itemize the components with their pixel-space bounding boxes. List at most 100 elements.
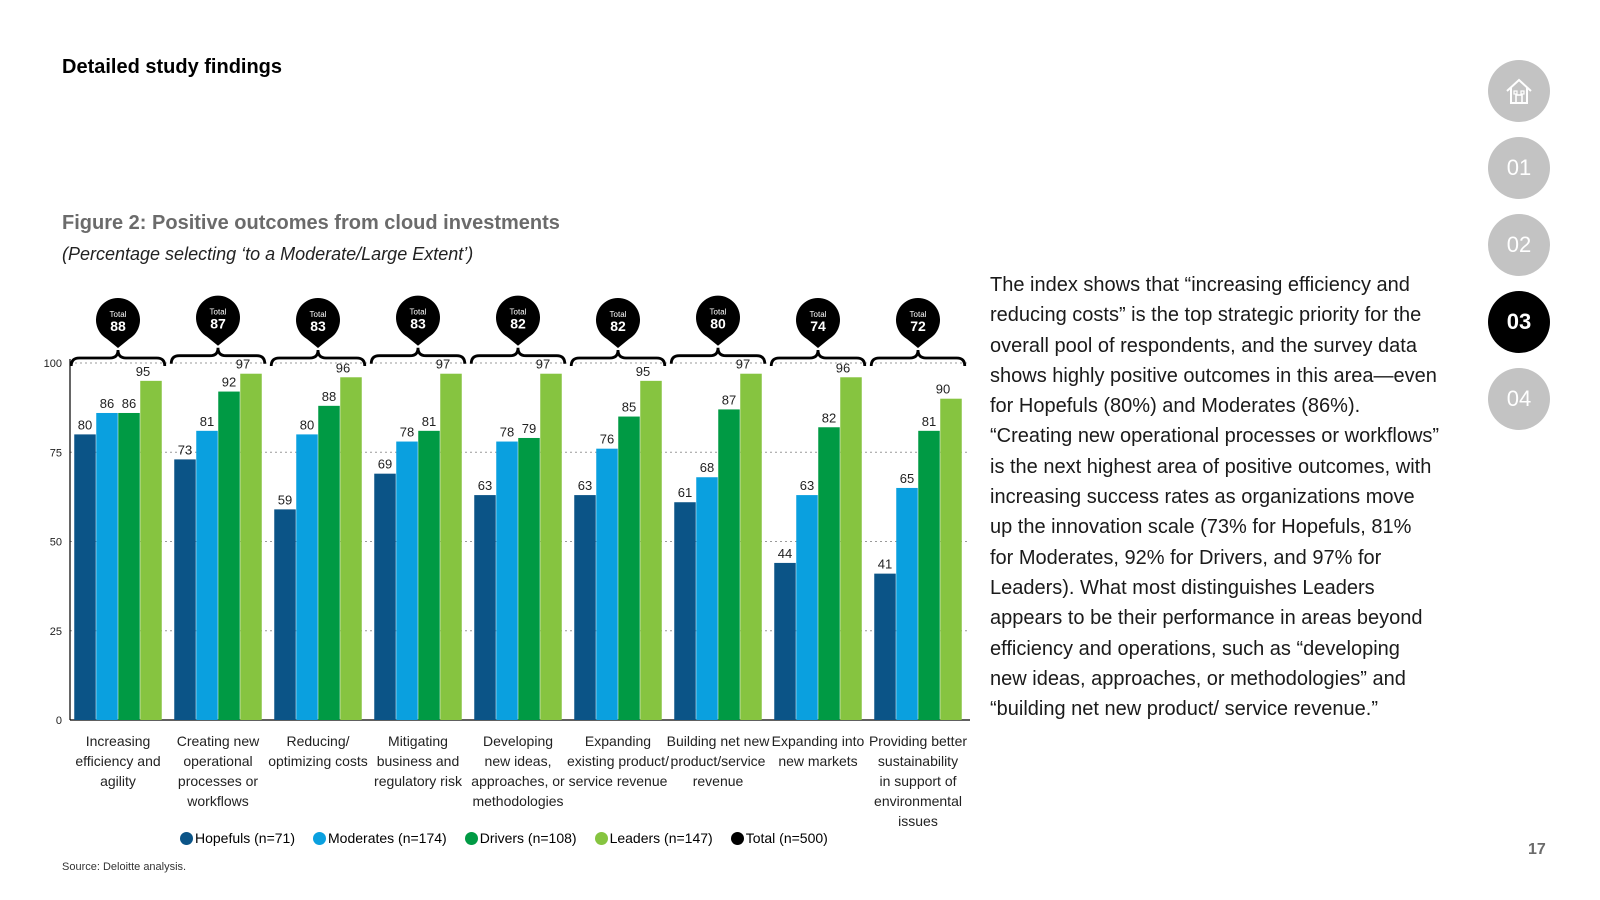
total-marker-value: 83 [310,318,326,334]
category-label: new markets [778,753,857,769]
bar [518,437,540,720]
category-label: Reducing/ [286,733,349,749]
category-label: sustainability [878,753,958,769]
home-icon [1506,78,1532,104]
section-nav: 01 02 03 04 [1488,60,1550,445]
bar-value-label: 82 [822,410,836,425]
bar [618,416,640,720]
bar-value-label: 79 [522,421,536,436]
bar [418,430,440,720]
nav-section-03[interactable]: 03 [1488,291,1550,353]
group-brace [369,347,467,364]
legend-label: Total (n=500) [745,830,828,846]
bar [574,495,596,720]
bar [118,412,140,720]
category-label: Increasing [86,733,151,749]
bar-value-label: 80 [300,417,314,432]
legend-swatch [730,831,744,845]
total-marker-value: 72 [910,318,926,334]
bar [940,398,962,720]
bar-value-label: 63 [478,478,492,493]
bar-value-label: 90 [936,382,950,397]
bar-value-label: 86 [100,396,114,411]
legend-item-hopefuls: Hopefuls (n=71) [180,830,295,846]
bar [896,487,918,720]
legend-item-moderates: Moderates (n=174) [313,830,447,846]
total-marker-value: 82 [610,318,626,334]
bar [474,495,496,720]
bar-value-label: 68 [700,460,714,475]
total-marker-caption: Total [210,308,227,317]
bar [918,430,940,720]
legend-swatch [313,831,327,845]
nav-section-04[interactable]: 04 [1488,368,1550,430]
bar-value-label: 80 [78,417,92,432]
category-label: revenue [693,773,744,789]
total-marker-value: 88 [110,318,126,334]
group-brace [269,349,367,367]
nav-home-button[interactable] [1488,60,1550,122]
bar-value-label: 73 [178,442,192,457]
legend-swatch [464,831,478,845]
bar [174,459,196,720]
body-paragraph: The index shows that “increasing efficie… [990,274,1440,721]
group-brace [569,349,667,367]
total-marker [195,295,241,346]
category-label: Expanding into [772,733,865,749]
total-marker-caption: Total [610,310,627,319]
category-label: Mitigating [388,733,448,749]
legend-label: Moderates (n=174) [328,830,447,846]
total-marker-value: 87 [210,316,226,332]
bar [874,573,896,720]
category-label: processes or [178,773,258,789]
bar-value-label: 92 [222,375,236,390]
total-marker [796,297,841,348]
bar [540,373,562,720]
bar-value-label: 97 [436,357,450,372]
category-label: service revenue [569,773,668,789]
bar [596,448,618,720]
bar-value-label: 41 [878,557,892,572]
total-marker-value: 82 [510,316,526,332]
legend-label: Leaders (n=147) [609,830,713,846]
legend-item-drivers: Drivers (n=108) [464,830,577,846]
nav-section-01[interactable]: 01 [1488,137,1550,199]
category-label: methodologies [472,793,563,809]
total-marker-value: 74 [810,318,826,334]
y-tick-label: 50 [50,537,62,549]
y-tick-label: 0 [56,715,62,727]
group-brace [669,347,767,364]
total-marker-caption: Total [510,308,527,317]
category-label: Building net new [667,733,771,749]
category-label: approaches, or [471,773,565,789]
legend-item-leaders: Leaders (n=147) [594,830,713,846]
total-marker-caption: Total [110,310,127,319]
y-tick-label: 100 [44,358,62,370]
bar [196,430,218,720]
bar-value-label: 95 [636,364,650,379]
bar-value-label: 97 [736,357,750,372]
bar-value-label: 97 [236,357,250,372]
bar-value-label: 69 [378,457,392,472]
total-marker [296,297,341,348]
category-label: in support of [879,773,956,789]
total-marker-caption: Total [910,310,927,319]
bar [240,373,262,720]
group-brace [869,349,967,367]
bar-value-label: 85 [622,400,636,415]
bar [840,377,862,720]
legend-swatch [594,831,608,845]
category-label: issues [898,813,938,829]
total-marker-caption: Total [310,310,327,319]
bar [774,562,796,720]
bar [74,434,96,720]
category-label: Creating new [177,733,260,749]
nav-section-02[interactable]: 02 [1488,214,1550,276]
bar [640,380,662,720]
bar [296,434,318,720]
total-marker [396,295,440,346]
group-brace [69,349,167,367]
bar [796,495,818,720]
bar [440,373,462,720]
total-marker-caption: Total [810,310,827,319]
